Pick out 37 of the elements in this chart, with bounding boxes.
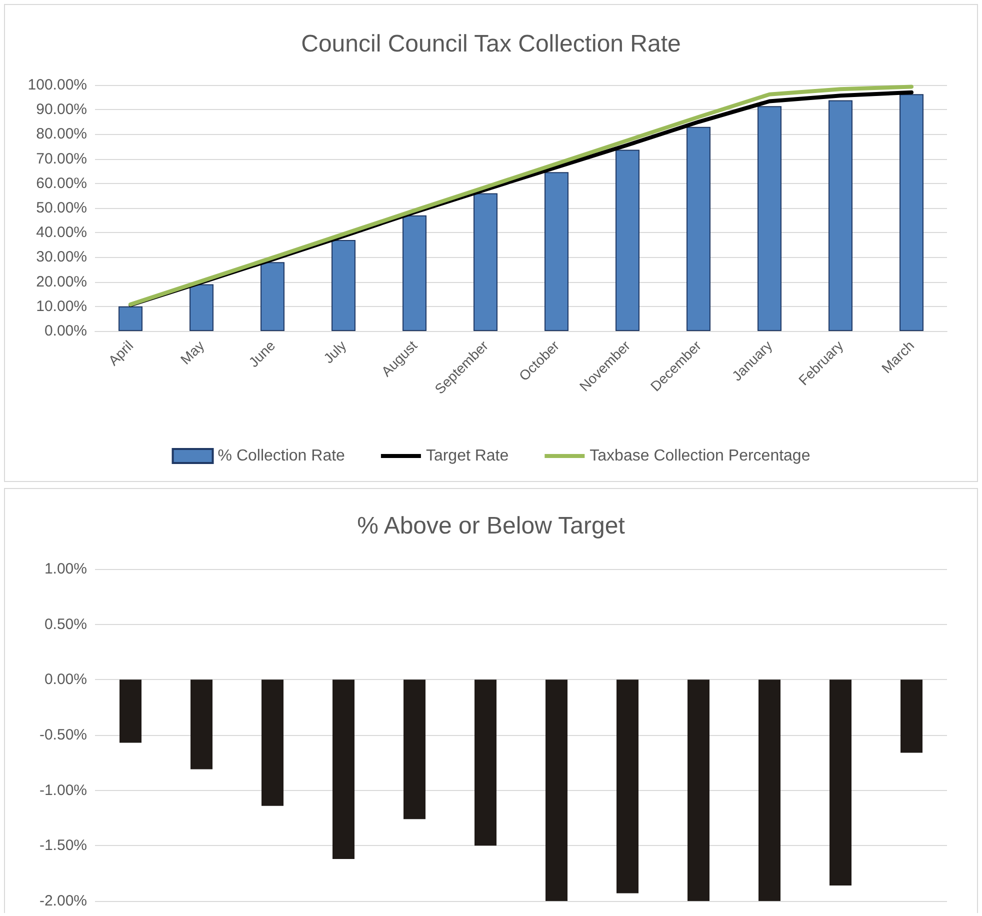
legend-label: Taxbase Collection Percentage (590, 448, 810, 464)
x-tick-label: May (177, 337, 208, 368)
y-tick-label: 20.00% (36, 273, 87, 290)
bar (828, 100, 852, 331)
chart-title: Council Council Tax Collection Rate (301, 30, 681, 58)
y-tick-label: 0.50% (44, 616, 87, 633)
y-tick-label: -1.50% (39, 837, 87, 854)
bar (332, 240, 356, 331)
y-tick-label: 90.00% (36, 101, 87, 118)
y-tick-label: 10.00% (36, 298, 87, 315)
bar (474, 193, 498, 331)
y-tick-label: 70.00% (36, 150, 87, 168)
y-tick-label: -2.00% (39, 892, 87, 910)
y-tick-label: 0.00% (44, 322, 87, 340)
legend-label: % Collection Rate (218, 448, 346, 464)
bar (118, 306, 142, 331)
bar (686, 126, 710, 331)
bar (260, 262, 284, 331)
y-tick-label: 50.00% (36, 200, 87, 216)
y-tick-label: 100.00% (28, 76, 87, 94)
bar (402, 215, 426, 331)
chart-title: % Above or Below Target (357, 512, 626, 540)
bar (758, 106, 782, 331)
y-tick-label: 1.00% (44, 560, 87, 578)
y-tick-label: -0.50% (39, 726, 87, 744)
y-tick-label: 30.00% (36, 248, 87, 266)
y-tick-label: 40.00% (36, 224, 87, 242)
bar (544, 172, 568, 331)
y-tick-label: -1.00% (39, 782, 87, 799)
bar (190, 284, 214, 331)
y-tick-label: 60.00% (36, 174, 87, 192)
y-tick-label: 0.00% (44, 671, 87, 688)
y-tick-label: 80.00% (36, 126, 87, 143)
legend-label: Target Rate (426, 448, 509, 464)
x-tick-label: July (320, 337, 350, 366)
bar (900, 94, 924, 331)
bar (616, 150, 640, 331)
